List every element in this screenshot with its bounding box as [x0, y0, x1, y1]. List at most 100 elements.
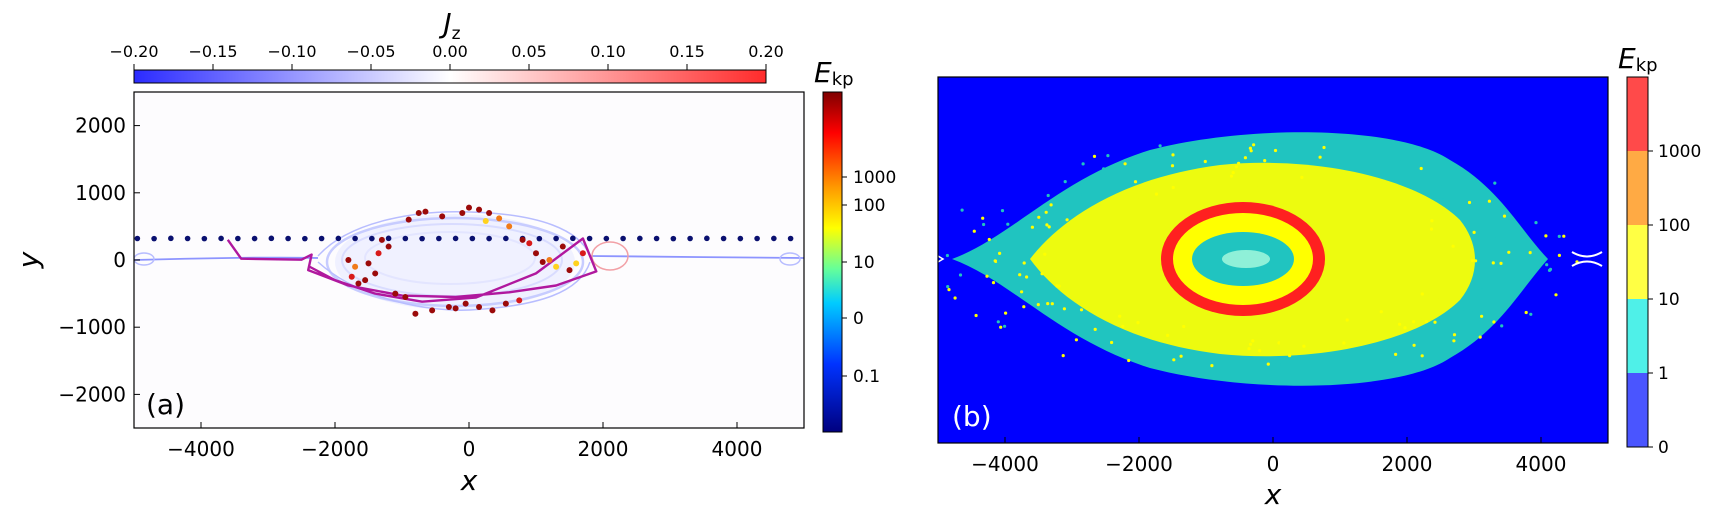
speckle-point — [1065, 218, 1069, 222]
reconnection-site-far-right — [779, 252, 801, 266]
energized-particle-point — [476, 304, 483, 311]
energized-particle-point — [345, 257, 352, 263]
trajectory-line — [226, 237, 598, 303]
x-tick-label-b: −2000 — [1105, 452, 1173, 476]
jz-colorbar: Jz −0.20 −0.15 −0.10 −0.05 0.00 0.05 0.10 0.15 0… — [109, 7, 784, 84]
speckle-point — [1236, 357, 1240, 361]
speckle-point — [1398, 160, 1402, 164]
speckle-point — [934, 288, 937, 291]
speckle-point — [1562, 234, 1566, 238]
speckle-point — [1280, 362, 1284, 367]
speckle-point — [1548, 267, 1553, 271]
reconnection-site-left — [134, 252, 155, 266]
ekp-a-title-main: E — [814, 56, 832, 89]
ekp-b-tick-label: 1000 — [1658, 142, 1701, 162]
speckle-point — [1517, 233, 1521, 237]
initial-particle-point — [302, 235, 308, 242]
initial-particle-point — [771, 235, 777, 242]
speckle-point — [1061, 354, 1065, 358]
speckle-point — [1018, 273, 1022, 277]
speckle-point — [1302, 155, 1306, 159]
speckle-point — [978, 263, 982, 267]
initial-particle-point — [486, 235, 492, 242]
speckle-point — [1006, 222, 1010, 226]
speckle-point — [1036, 303, 1040, 307]
speckle-point — [1493, 181, 1497, 185]
energized-particle-point — [378, 236, 385, 243]
speckle-point — [1249, 149, 1253, 153]
initial-particle-point — [251, 235, 258, 242]
speckle-point — [1487, 199, 1491, 203]
energized-particle-point — [372, 270, 379, 277]
energy-distribution — [931, 132, 1603, 386]
ekp-colorbar-a-title: Ekp — [814, 56, 854, 90]
speckle-point — [985, 274, 989, 278]
speckle-point — [1046, 302, 1050, 306]
speckle-point — [1141, 166, 1145, 170]
y-tick-label-a: −1000 — [58, 315, 126, 339]
current-sheet-upper-arc — [317, 211, 591, 257]
speckle-point — [1179, 354, 1183, 358]
energized-particle-point — [402, 293, 409, 300]
energized-particle-point — [506, 223, 513, 230]
speckle-point — [1480, 314, 1484, 318]
speckle-point — [1106, 154, 1110, 158]
initial-particle-point — [586, 235, 593, 242]
ekp-colorbar-b-bar: 0 1 10 100 1000 — [1626, 76, 1701, 458]
speckle-point — [1203, 159, 1207, 164]
speckle-point — [1531, 251, 1535, 255]
ekp-b-title-main: E — [1618, 42, 1636, 75]
speckle-point — [1020, 290, 1024, 294]
speckle-point — [1377, 349, 1381, 353]
speckle-point — [1081, 162, 1085, 166]
speckle-point — [1557, 253, 1561, 257]
ekp-b-segment — [1627, 77, 1648, 151]
speckle-point — [1127, 358, 1131, 363]
jz-title-sub: z — [452, 24, 461, 44]
speckle-point — [1545, 263, 1549, 267]
initial-particle-point — [637, 235, 643, 242]
speckle-point — [960, 208, 964, 212]
speckle-point — [1504, 233, 1508, 237]
initial-particle-point — [469, 235, 476, 242]
jz-tick-label: −0.05 — [346, 42, 395, 61]
current-sheet-ring-3 — [364, 231, 536, 285]
energized-particle-point — [429, 307, 436, 314]
speckle-point — [1484, 270, 1488, 274]
speckle-point — [1321, 156, 1325, 160]
energized-particle-point — [452, 305, 459, 312]
speckle-point — [1502, 249, 1506, 253]
initial-particle-point — [134, 235, 141, 242]
speckle-point — [945, 253, 950, 258]
jz-colorbar-bar — [133, 69, 767, 84]
speckle-point — [1412, 343, 1416, 347]
ekp-b-tick-label: 0 — [1658, 438, 1669, 458]
speckle-point — [1000, 209, 1005, 213]
speckle-point — [1093, 327, 1097, 331]
panel-label-b: (b) — [952, 400, 992, 433]
initial-particle-point — [184, 235, 191, 242]
speckle-point — [1273, 148, 1278, 153]
speckle-point — [1479, 203, 1483, 207]
energized-particle-point — [375, 250, 382, 257]
initial-particle-point — [285, 235, 291, 242]
x-tick-label-b: 4000 — [1516, 452, 1567, 476]
speckle-point — [958, 273, 963, 277]
y-tick-label-a: 1000 — [75, 181, 126, 205]
initial-particle-point — [352, 235, 358, 242]
y-tick-label-a: −2000 — [58, 382, 126, 406]
jz-tick-label: −0.20 — [109, 42, 158, 61]
speckle-point — [1036, 221, 1040, 225]
speckle-point — [1256, 142, 1260, 146]
speckle-point — [1477, 295, 1481, 299]
speckle-point — [931, 258, 934, 261]
initial-particle-point — [503, 235, 509, 242]
reconnection-site-right — [591, 241, 629, 271]
speckle-point — [981, 216, 985, 220]
jz-tick-label: 0.15 — [669, 42, 705, 61]
energized-particle-point — [533, 250, 539, 257]
speckle-point — [1273, 363, 1277, 367]
energized-particle-point — [553, 263, 560, 270]
